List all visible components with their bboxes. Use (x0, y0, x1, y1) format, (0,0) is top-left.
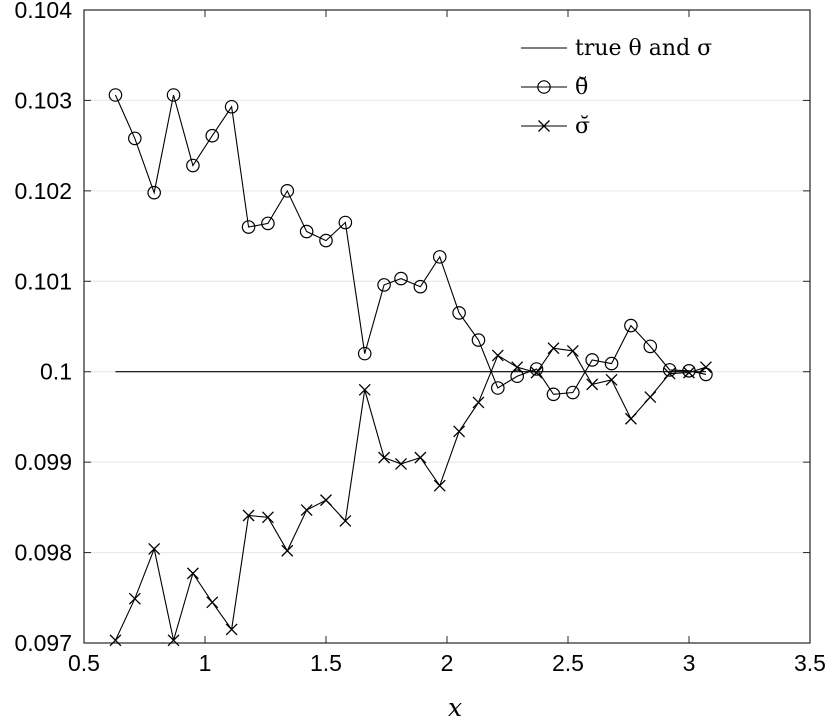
x-tick-label: 0.5 (68, 650, 100, 676)
data-point-cross (167, 634, 180, 647)
data-point-circle (510, 369, 524, 384)
data-point-circle (566, 385, 580, 400)
series-line-x (109, 342, 712, 647)
data-point-circle (299, 224, 314, 239)
data-point-cross (566, 344, 579, 357)
x-tick-label: 2 (441, 650, 454, 676)
data-point-cross (378, 451, 391, 464)
data-point-circle (224, 99, 239, 114)
data-point-cross (453, 425, 466, 438)
y-tick-label: 0.101 (14, 268, 72, 294)
legend: true θ and σ θ̆ σ̆ (521, 36, 712, 139)
data-point-cross (683, 366, 695, 379)
data-point-circle (432, 250, 447, 264)
data-point-circle (452, 306, 466, 320)
data-point-circle (186, 158, 200, 173)
grid-lines (84, 99, 810, 554)
data-point-circle (546, 387, 561, 402)
data-point-cross (242, 509, 255, 522)
y-tick-label: 0.1 (40, 359, 72, 385)
x-axis-title: x (448, 693, 462, 722)
series-line (114, 347, 707, 641)
data-point-circle (643, 339, 658, 354)
data-point-circle (394, 271, 408, 286)
data-point-circle (357, 346, 372, 361)
legend-marker-cross (538, 120, 550, 132)
series-line (114, 94, 707, 395)
plot-area (83, 9, 811, 644)
data-point-circle (319, 233, 333, 248)
data-point-circle (241, 220, 256, 234)
data-point-cross (128, 592, 141, 605)
legend-item: true θ and σ (521, 36, 712, 61)
data-point-circle (471, 333, 486, 347)
data-point-cross (511, 361, 524, 374)
data-point-cross (433, 479, 446, 492)
data-point-cross (530, 366, 543, 379)
data-point-cross (586, 378, 599, 391)
data-point-cross (225, 623, 238, 636)
legend-label: θ̆ (575, 75, 588, 100)
data-point-cross (281, 544, 294, 557)
data-point-cross (261, 511, 274, 524)
y-tick-label: 0.098 (14, 540, 72, 566)
data-point-circle (585, 353, 599, 367)
y-tick-label: 0.099 (14, 449, 72, 475)
data-point-circle (166, 88, 181, 102)
legend-item: θ̆ (521, 75, 588, 100)
data-point-cross (547, 342, 560, 355)
x-tick-label: 1 (199, 650, 212, 676)
data-point-circle (280, 184, 295, 198)
data-point-circle (108, 88, 123, 102)
series-line-circle (108, 88, 713, 402)
x-tick-label: 2.5 (552, 650, 584, 676)
data-point-cross (148, 542, 161, 555)
data-point-cross (339, 514, 352, 527)
data-point-circle (529, 362, 544, 376)
data-point-cross (605, 373, 618, 386)
data-point-cross (699, 361, 712, 374)
y-tick-label: 0.097 (14, 630, 72, 656)
data-point-cross (472, 396, 485, 409)
data-point-cross (491, 349, 504, 362)
data-point-circle (624, 318, 638, 333)
legend-marker-circle (537, 80, 551, 94)
data-point-cross (663, 367, 676, 380)
x-axis: 0.5 1 1.5 2 2.5 3 3.5 (68, 10, 826, 676)
data-point-cross (300, 504, 313, 517)
y-tick-label: 0.104 (14, 0, 72, 23)
y-tick-label: 0.102 (14, 178, 72, 204)
data-point-cross (414, 451, 427, 464)
y-axis: 0.097 0.098 0.099 0.1 0.101 0.102 0.103 0.104 (14, 0, 810, 656)
data-point-circle (662, 363, 677, 377)
data-point-cross (206, 596, 219, 609)
data-point-cross (358, 383, 371, 396)
data-point-circle (147, 185, 161, 200)
data-point-cross (109, 634, 122, 647)
x-tick-label: 3 (683, 650, 696, 676)
legend-item: σ̆ (521, 114, 590, 139)
legend-label: true θ and σ (575, 36, 712, 61)
y-tick-label: 0.103 (14, 87, 72, 113)
data-point-circle (699, 367, 713, 382)
data-point-cross (395, 457, 407, 470)
data-point-cross (644, 391, 657, 403)
x-tick-label: 1.5 (310, 650, 342, 676)
legend-label: σ̆ (575, 114, 590, 139)
data-point-circle (338, 215, 353, 230)
data-point-circle (604, 356, 619, 371)
series-layer (108, 88, 713, 647)
data-point-circle (413, 279, 428, 294)
data-point-circle (491, 381, 505, 395)
data-point-cross (624, 412, 637, 425)
x-tick-label: 3.5 (794, 650, 826, 676)
data-point-circle (128, 131, 142, 146)
data-point-circle (261, 216, 275, 231)
data-point-cross (186, 567, 199, 580)
data-point-cross (320, 494, 332, 507)
data-point-circle (377, 278, 391, 292)
data-point-circle (205, 128, 220, 143)
